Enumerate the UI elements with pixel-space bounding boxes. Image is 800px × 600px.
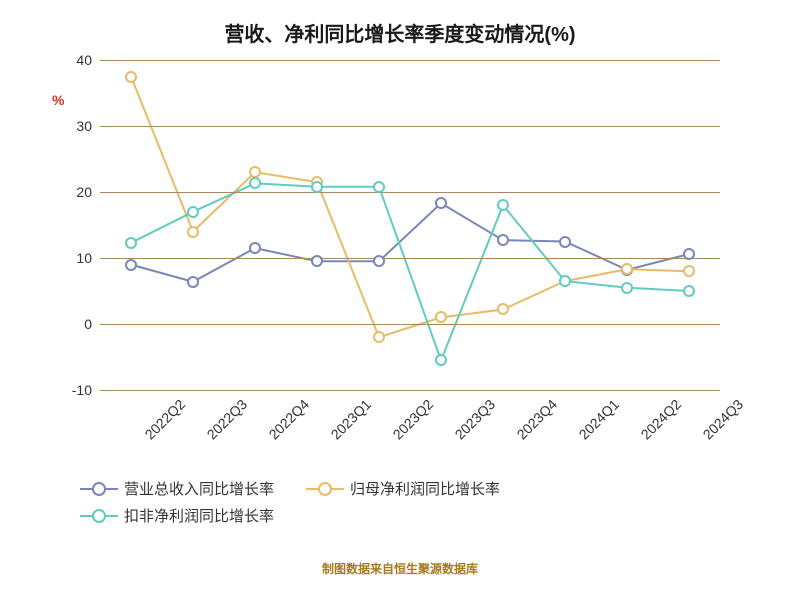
gridline	[100, 258, 720, 259]
legend: 营业总收入同比增长率 归母净利润同比增长率扣非净利润同比增长率	[80, 478, 720, 526]
data-point-marker	[683, 265, 695, 277]
x-tick-label: 2023Q1	[328, 396, 375, 443]
legend-label: 营业总收入同比增长率	[124, 478, 274, 499]
data-point-marker	[435, 311, 447, 323]
data-point-marker	[249, 242, 261, 254]
plot-area: -100102030402022Q22022Q32022Q42023Q12023…	[100, 60, 720, 390]
data-point-marker	[311, 255, 323, 267]
data-point-marker	[683, 285, 695, 297]
data-point-marker	[249, 166, 261, 178]
legend-item: 营业总收入同比增长率	[80, 478, 274, 499]
gridline	[100, 60, 720, 61]
legend-swatch	[80, 509, 118, 523]
data-point-marker	[683, 248, 695, 260]
y-tick-label: -10	[72, 382, 100, 398]
data-point-marker	[249, 177, 261, 189]
data-point-marker	[497, 199, 509, 211]
data-point-marker	[125, 259, 137, 271]
data-point-marker	[373, 181, 385, 193]
legend-item: 扣非净利润同比增长率	[80, 505, 274, 526]
x-tick-label: 2023Q3	[452, 396, 499, 443]
x-tick-label: 2022Q2	[142, 396, 189, 443]
x-tick-label: 2023Q4	[514, 396, 561, 443]
y-tick-label: 10	[76, 250, 100, 266]
x-tick-label: 2023Q2	[390, 396, 437, 443]
y-axis-label: %	[52, 92, 64, 108]
data-point-marker	[497, 234, 509, 246]
data-point-marker	[435, 197, 447, 209]
footer-credit: 制图数据来自恒生聚源数据库	[0, 560, 800, 577]
data-point-marker	[125, 71, 137, 83]
data-point-marker	[187, 276, 199, 288]
y-tick-label: 40	[76, 52, 100, 68]
x-tick-label: 2024Q2	[638, 396, 685, 443]
data-point-marker	[311, 181, 323, 193]
x-tick-label: 2022Q4	[266, 396, 313, 443]
data-point-marker	[621, 263, 633, 275]
gridline	[100, 324, 720, 325]
legend-swatch	[80, 482, 118, 496]
legend-item: 归母净利润同比增长率	[306, 478, 500, 499]
x-tick-label: 2022Q3	[204, 396, 251, 443]
gridline	[100, 126, 720, 127]
y-tick-label: 20	[76, 184, 100, 200]
legend-swatch	[306, 482, 344, 496]
data-point-marker	[621, 282, 633, 294]
legend-label: 扣非净利润同比增长率	[124, 505, 274, 526]
legend-label: 归母净利润同比增长率	[350, 478, 500, 499]
x-tick-label: 2024Q3	[700, 396, 747, 443]
gridline	[100, 390, 720, 391]
chart-title: 营收、净利同比增长率季度变动情况(%)	[0, 18, 800, 47]
data-point-marker	[187, 206, 199, 218]
series-line	[131, 203, 689, 282]
data-point-marker	[435, 354, 447, 366]
data-point-marker	[559, 275, 571, 287]
data-point-marker	[125, 237, 137, 249]
y-tick-label: 30	[76, 118, 100, 134]
data-point-marker	[373, 255, 385, 267]
x-tick-label: 2024Q1	[576, 396, 623, 443]
data-point-marker	[497, 303, 509, 315]
gridline	[100, 192, 720, 193]
y-tick-label: 0	[84, 316, 100, 332]
chart-container: 营收、净利同比增长率季度变动情况(%) % -100102030402022Q2…	[0, 0, 800, 600]
data-point-marker	[187, 226, 199, 238]
data-point-marker	[373, 331, 385, 343]
data-point-marker	[559, 236, 571, 248]
series-line	[131, 77, 689, 338]
